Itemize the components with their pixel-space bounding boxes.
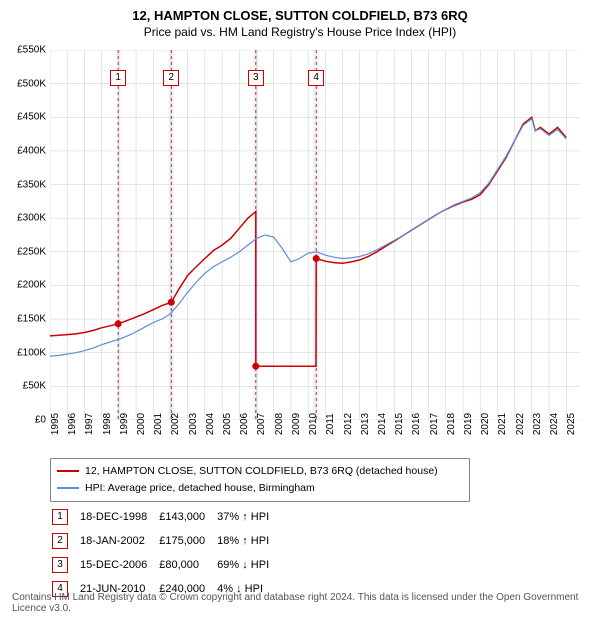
x-axis-label: 2015 <box>394 413 405 435</box>
chart-container: 12, HAMPTON CLOSE, SUTTON COLDFIELD, B73… <box>0 0 600 620</box>
x-axis-label: 2016 <box>411 413 422 435</box>
sale-point <box>115 320 122 327</box>
chart-marker-4: 4 <box>308 70 324 86</box>
sale-point <box>313 255 320 262</box>
y-axis-label: £500K <box>17 78 46 89</box>
y-axis-label: £100K <box>17 347 46 358</box>
chart-title-subtitle: Price paid vs. HM Land Registry's House … <box>0 23 600 39</box>
x-axis-label: 2010 <box>308 413 319 435</box>
x-axis-label: 2020 <box>480 413 491 435</box>
chart-title-address: 12, HAMPTON CLOSE, SUTTON COLDFIELD, B73… <box>0 0 600 23</box>
x-axis-label: 1998 <box>102 413 113 435</box>
sale-point <box>252 363 259 370</box>
legend-item: 12, HAMPTON CLOSE, SUTTON COLDFIELD, B73… <box>57 463 463 480</box>
x-axis-label: 2018 <box>446 413 457 435</box>
sale-date: 18-JAN-2002 <box>80 530 157 552</box>
x-axis-label: 2012 <box>343 413 354 435</box>
legend-label: HPI: Average price, detached house, Birm… <box>85 480 315 497</box>
legend-box: 12, HAMPTON CLOSE, SUTTON COLDFIELD, B73… <box>50 458 470 502</box>
x-axis-label: 2000 <box>136 413 147 435</box>
x-axis-label: 2024 <box>549 413 560 435</box>
table-row: 3 15-DEC-2006£80,00069% ↓ HPI <box>52 554 279 576</box>
x-axis-label: 2002 <box>170 413 181 435</box>
x-axis-label: 1999 <box>119 413 130 435</box>
y-axis-label: £0 <box>35 415 46 426</box>
sale-price: £143,000 <box>159 506 215 528</box>
sale-delta: 69% ↓ HPI <box>217 554 279 576</box>
sale-marker-cell: 3 <box>52 554 78 576</box>
x-axis-label: 2017 <box>429 413 440 435</box>
y-axis-label: £150K <box>17 314 46 325</box>
y-axis-label: £550K <box>17 45 46 56</box>
chart-marker-3: 3 <box>248 70 264 86</box>
sale-marker-box: 3 <box>52 557 68 573</box>
sale-marker-box: 2 <box>52 533 68 549</box>
y-axis-label: £350K <box>17 179 46 190</box>
x-axis-label: 2005 <box>222 413 233 435</box>
chart-marker-2: 2 <box>163 70 179 86</box>
legend-swatch <box>57 487 79 489</box>
x-axis-label: 2008 <box>274 413 285 435</box>
x-axis-label: 2001 <box>153 413 164 435</box>
chart-marker-1: 1 <box>110 70 126 86</box>
x-axis-label: 2019 <box>463 413 474 435</box>
x-axis-label: 2021 <box>497 413 508 435</box>
sale-date: 15-DEC-2006 <box>80 554 157 576</box>
x-axis-label: 2003 <box>188 413 199 435</box>
y-axis-label: £200K <box>17 280 46 291</box>
y-axis-label: £300K <box>17 213 46 224</box>
sales-table: 1 18-DEC-1998£143,00037% ↑ HPI 2 18-JAN-200… <box>50 504 281 602</box>
x-axis-label: 2009 <box>291 413 302 435</box>
y-axis-label: £50K <box>23 381 46 392</box>
sale-delta: 18% ↑ HPI <box>217 530 279 552</box>
y-axis-label: £450K <box>17 112 46 123</box>
sale-point <box>168 299 175 306</box>
x-axis-label: 1995 <box>50 413 61 435</box>
x-axis-label: 2023 <box>532 413 543 435</box>
table-row: 2 18-JAN-2002£175,00018% ↑ HPI <box>52 530 279 552</box>
x-axis-label: 2014 <box>377 413 388 435</box>
chart-plot-area: £0£50K£100K£150K£200K£250K£300K£350K£400… <box>50 50 580 420</box>
sale-marker-box: 1 <box>52 509 68 525</box>
y-axis-label: £250K <box>17 246 46 257</box>
x-axis-label: 2006 <box>239 413 250 435</box>
x-axis-label: 2004 <box>205 413 216 435</box>
x-axis-label: 1997 <box>84 413 95 435</box>
sale-marker-cell: 1 <box>52 506 78 528</box>
chart-svg <box>50 50 580 420</box>
x-axis-label: 1996 <box>67 413 78 435</box>
y-axis-label: £400K <box>17 145 46 156</box>
x-axis-label: 2007 <box>256 413 267 435</box>
footer-attribution: Contains HM Land Registry data © Crown c… <box>12 592 600 614</box>
sale-date: 18-DEC-1998 <box>80 506 157 528</box>
x-axis-label: 2013 <box>360 413 371 435</box>
sale-delta: 37% ↑ HPI <box>217 506 279 528</box>
legend-label: 12, HAMPTON CLOSE, SUTTON COLDFIELD, B73… <box>85 463 438 480</box>
sale-price: £80,000 <box>159 554 215 576</box>
table-row: 1 18-DEC-1998£143,00037% ↑ HPI <box>52 506 279 528</box>
x-axis-label: 2022 <box>515 413 526 435</box>
legend-swatch <box>57 470 79 472</box>
x-axis-label: 2025 <box>566 413 577 435</box>
legend-item: HPI: Average price, detached house, Birm… <box>57 480 463 497</box>
sale-marker-cell: 2 <box>52 530 78 552</box>
x-axis-label: 2011 <box>325 413 336 435</box>
sale-price: £175,000 <box>159 530 215 552</box>
